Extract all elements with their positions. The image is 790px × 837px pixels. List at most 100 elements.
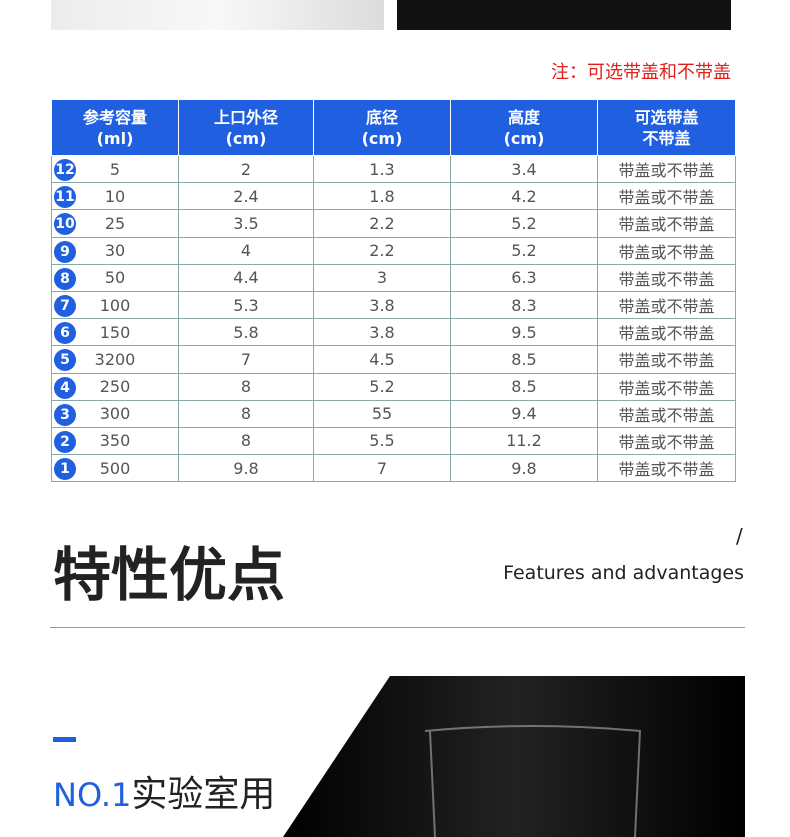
- cell-text: 带盖或不带盖: [618, 324, 715, 344]
- header-text: 参考容量: [82, 107, 147, 127]
- table-cell: 4: [178, 236, 314, 265]
- cell-text: 带盖或不带盖: [618, 432, 715, 452]
- feature-heading: NO.1实验室用: [53, 765, 275, 817]
- table-cell: 3.4: [450, 154, 598, 184]
- table-cell: 7: [178, 345, 314, 374]
- table-row: 5 3200 7 4.5 8.5 带盖或不带盖: [51, 345, 736, 374]
- cell-text: 带盖或不带盖: [618, 215, 715, 235]
- top-image-right: [397, 0, 731, 30]
- cell-text: 8.5: [511, 349, 537, 369]
- cell-text: 带盖或不带盖: [618, 161, 715, 181]
- row-badge: 4: [54, 376, 76, 399]
- row-badge: 1: [54, 458, 76, 481]
- row-badge: 6: [54, 322, 76, 345]
- table-cell: 2.4: [178, 182, 314, 211]
- header-text: (cm): [503, 128, 545, 148]
- cell-text: 带盖或不带盖: [618, 188, 715, 208]
- table-row: 10 25 3.5 2.2 5.2 带盖或不带盖: [51, 209, 736, 238]
- cell-text: 带盖或不带盖: [618, 297, 715, 317]
- cell-text: 带盖或不带盖: [618, 351, 715, 371]
- section-title: 特性优点: [53, 541, 286, 609]
- cell-text: 3.5: [233, 213, 259, 233]
- table-cell: 8.5: [450, 372, 598, 401]
- table-cell: 3.8: [313, 290, 451, 320]
- table-cell: 带盖或不带盖: [597, 454, 736, 483]
- table-cell: 带盖或不带盖: [597, 182, 736, 211]
- cell-text: 5.5: [369, 431, 395, 451]
- table-row: 11 10 2.4 1.8 4.2 带盖或不带盖: [51, 182, 736, 211]
- cell-text: 2.2: [369, 241, 395, 261]
- cell-text: 3: [376, 268, 388, 288]
- table-row: 8 50 4.4 3 6.3 带盖或不带盖: [51, 263, 736, 292]
- table-cell: 带盖或不带盖: [597, 209, 736, 238]
- feature-image: [283, 676, 745, 837]
- cell-text: 9.8: [511, 458, 537, 478]
- cell-text: 7: [376, 458, 388, 478]
- spec-table: 参考容量 (ml) 上口外径 (cm) 底径 (cm) 高度 (cm) 可选带盖 不带盖 12 5 2 1…: [51, 99, 736, 483]
- cell-text: 9.4: [511, 404, 537, 424]
- table-cell: 3: [313, 263, 451, 292]
- cell-text: 4.4: [233, 268, 259, 288]
- table-row: 2 350 8 5.5 11.2 带盖或不带盖: [51, 426, 736, 456]
- row-badge: 11: [54, 186, 76, 209]
- table-cell: 7: [313, 454, 451, 483]
- table-cell: 4 250: [51, 372, 179, 401]
- header-text: 上口外径: [213, 107, 278, 127]
- header-text: (ml): [96, 128, 134, 148]
- table-cell: 5.8: [178, 318, 314, 347]
- table-cell: 8: [178, 372, 314, 401]
- table-cell: 9 30: [51, 236, 179, 265]
- table-cell: 8.3: [450, 290, 598, 320]
- cell-text: 2.2: [369, 213, 395, 233]
- row-badge: 3: [54, 403, 76, 426]
- row-badge: 2: [54, 430, 76, 453]
- table-cell: 2.2: [313, 209, 451, 238]
- cell-text: 5: [109, 159, 121, 179]
- table-cell: 8 50: [51, 263, 179, 292]
- table-cell: 带盖或不带盖: [597, 318, 736, 347]
- cell-text: 9.5: [511, 322, 537, 342]
- cell-text: 4.5: [369, 349, 395, 369]
- table-cell: 带盖或不带盖: [597, 399, 736, 428]
- cell-text: 150: [99, 322, 131, 342]
- cell-text: 9.8: [233, 458, 259, 478]
- row-badge: 8: [54, 267, 76, 290]
- row-badge: 5: [54, 349, 76, 372]
- header-text: 高度: [507, 107, 540, 127]
- section-subtitle: Features and advantages: [503, 562, 744, 584]
- table-row: 4 250 8 5.2 8.5 带盖或不带盖: [51, 372, 736, 401]
- cell-text: 350: [99, 431, 131, 451]
- table-cell: 带盖或不带盖: [597, 372, 736, 401]
- cell-text: 4: [240, 241, 252, 261]
- cell-text: 5.2: [511, 241, 537, 261]
- table-cell: 5.3: [178, 290, 314, 320]
- table-cell: 55: [313, 399, 451, 428]
- table-cell: 6 150: [51, 318, 179, 347]
- table-cell: 9.4: [450, 399, 598, 428]
- table-cell: 3.5: [178, 209, 314, 238]
- table-cell: 带盖或不带盖: [597, 154, 736, 184]
- table-cell: 4.2: [450, 182, 598, 211]
- header-text: 可选带盖: [634, 107, 699, 127]
- cell-text: 3.8: [369, 322, 395, 342]
- cell-text: 4.2: [511, 186, 537, 206]
- table-cell: 5 3200: [51, 345, 179, 374]
- cell-text: 30: [104, 241, 126, 261]
- table-cell: 11 10: [51, 182, 179, 211]
- table-cell: 12 5: [51, 154, 179, 184]
- cell-text: 50: [104, 268, 126, 288]
- table-row: 1 500 9.8 7 9.8 带盖或不带盖: [51, 454, 736, 483]
- table-cell: 带盖或不带盖: [597, 236, 736, 265]
- table-cell: 1 500: [51, 454, 179, 483]
- table-row: 6 150 5.8 3.8 9.5 带盖或不带盖: [51, 318, 736, 347]
- table-cell: 5.2: [450, 236, 598, 265]
- cell-text: 8.5: [511, 377, 537, 397]
- cell-text: 8: [240, 431, 252, 451]
- cell-text: 2: [240, 159, 252, 179]
- row-badge: 12: [54, 159, 76, 181]
- table-cell: 2: [178, 154, 314, 184]
- header-text: 不带盖: [642, 128, 691, 148]
- cell-text: 5.3: [233, 295, 259, 315]
- table-cell: 2 350: [51, 426, 179, 456]
